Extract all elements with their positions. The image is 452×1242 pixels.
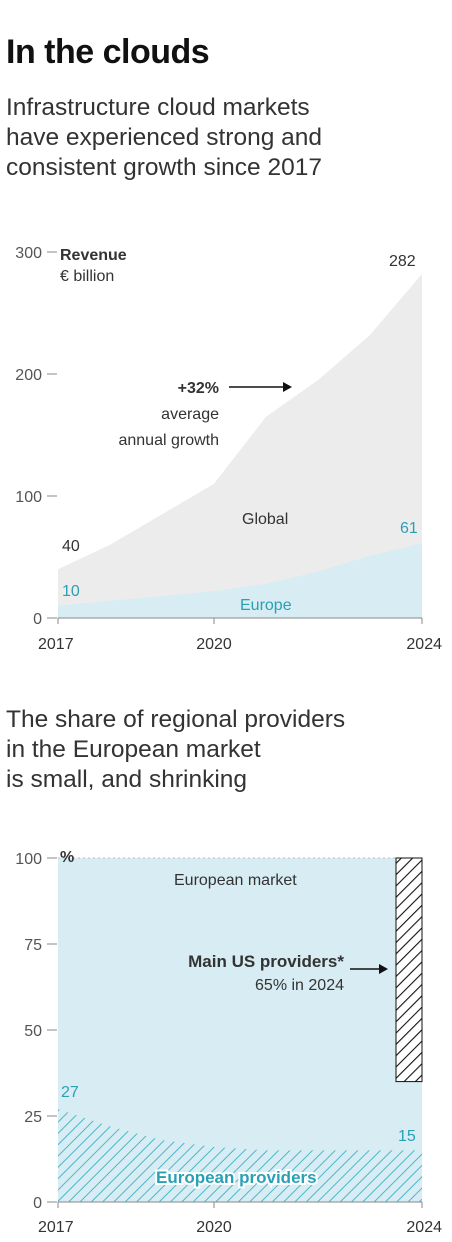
arrow-right-icon xyxy=(229,382,292,392)
us-providers-share: 65% in 2024 xyxy=(255,977,344,994)
european-providers-area xyxy=(58,1109,422,1202)
arrow-right-icon xyxy=(350,964,388,974)
subtitle-line: Infrastructure cloud markets xyxy=(6,94,310,121)
subtitle-line: consistent growth since 2017 xyxy=(6,154,322,181)
eu-end-label: 15 xyxy=(398,1128,416,1145)
page-title: In the clouds xyxy=(6,33,210,71)
x-tick-label: 2017 xyxy=(38,1219,74,1236)
market-share-chart: 0 25 50 75 100 2017 2020 2024 % European market… xyxy=(15,849,442,1236)
europe-start-label: 10 xyxy=(62,583,80,600)
global-start-label: 40 xyxy=(62,538,80,555)
europe-end-label: 61 xyxy=(400,520,418,537)
us-providers-bar xyxy=(395,857,423,1083)
y-tick-label: 200 xyxy=(15,367,42,384)
global-end-label: 282 xyxy=(389,253,416,270)
global-area xyxy=(58,273,422,618)
x-tick-label: 2017 xyxy=(38,636,74,653)
eu-start-label: 27 xyxy=(61,1084,79,1101)
subtitle-line: have experienced strong and xyxy=(6,124,322,151)
y-tick-label: 25 xyxy=(24,1109,42,1126)
y-tick-label: 50 xyxy=(24,1023,42,1040)
y-tick-label: 0 xyxy=(33,1195,42,1212)
x-tick-label: 2020 xyxy=(196,1219,232,1236)
x-tick-label: 2020 xyxy=(196,636,232,653)
y-axis-unit: € billion xyxy=(60,268,114,285)
percent-unit: % xyxy=(60,849,74,866)
eu-providers-label: European providers xyxy=(156,1168,317,1187)
global-series-label: Global xyxy=(242,511,288,528)
chart2-subtitle: The share of regional providers in the E… xyxy=(6,705,446,795)
y-tick-label: 100 xyxy=(15,489,42,506)
subtitle-line: The share of regional providers xyxy=(6,706,346,733)
chart1-subtitle: Infrastructure cloud markets have experi… xyxy=(6,93,446,183)
x-tick-label: 2024 xyxy=(406,636,442,653)
us-providers-label: Main US providers* xyxy=(188,952,344,971)
growth-line1: average xyxy=(161,406,219,423)
y-tick-label: 0 xyxy=(33,611,42,628)
european-market-label: European market xyxy=(174,872,297,889)
y-tick-label: 100 xyxy=(15,851,42,868)
european-market-area xyxy=(58,858,422,1202)
y-axis-title: Revenue xyxy=(60,247,127,264)
europe-series-label: Europe xyxy=(240,597,292,614)
growth-line2: annual growth xyxy=(118,432,219,449)
x-tick-label: 2024 xyxy=(406,1219,442,1236)
growth-value: +32% xyxy=(178,380,219,397)
y-tick-label: 75 xyxy=(24,937,42,954)
subtitle-line: in the European market xyxy=(6,736,261,763)
y-tick-label: 300 xyxy=(15,245,42,262)
europe-area xyxy=(58,543,422,618)
revenue-area-chart: 0 100 200 300 2017 2020 2024 Revenue € billion… xyxy=(15,245,442,653)
subtitle-line: is small, and shrinking xyxy=(6,766,248,793)
